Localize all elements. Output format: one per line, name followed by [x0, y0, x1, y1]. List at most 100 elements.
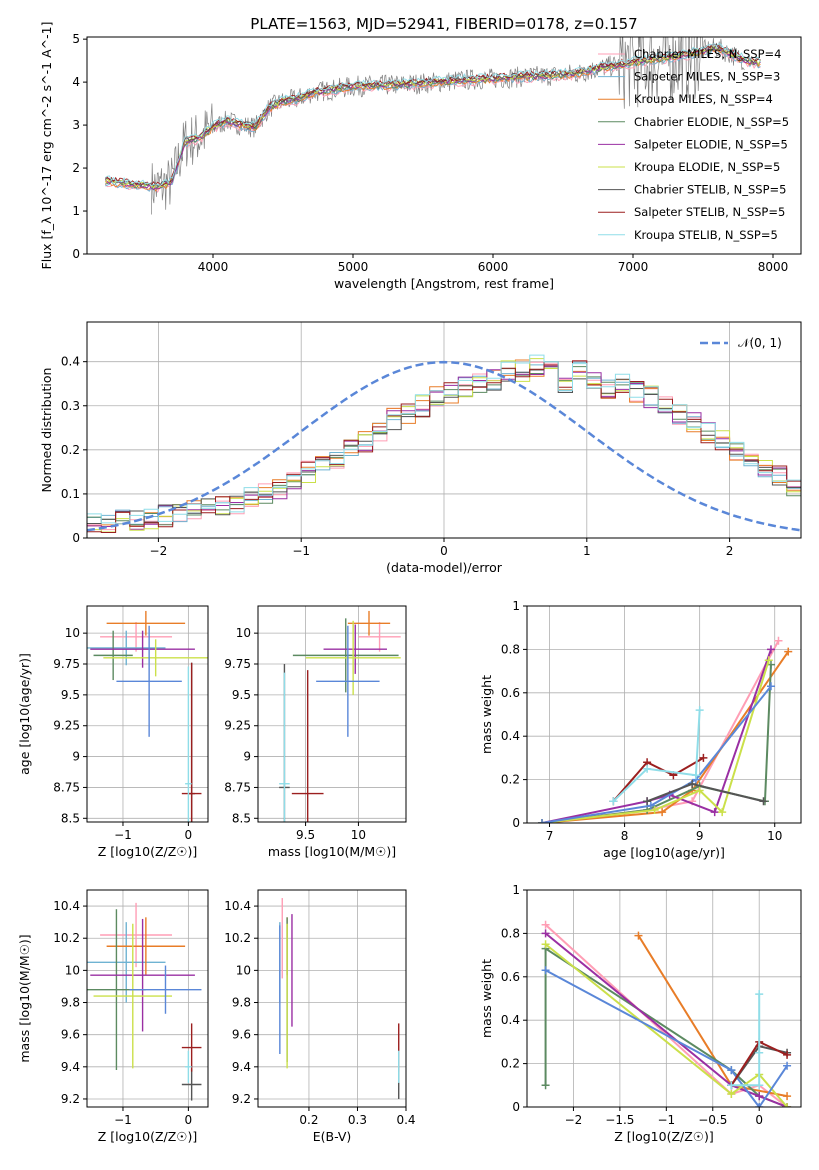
plot-area-weight_vs_age — [538, 636, 793, 823]
x-tick-label: −1 — [114, 1113, 132, 1127]
y-tick-label: 8.75 — [53, 780, 80, 794]
y-axis-label: age [log10(age/yr)] — [17, 653, 32, 775]
x-axis-label: wavelength [Angstrom, rest frame] — [334, 276, 554, 291]
y-tick-label: 10.4 — [53, 899, 80, 913]
series-marker — [783, 1092, 792, 1101]
legend-label: Salpeter ELODIE, N_SSP=5 — [634, 137, 788, 151]
y-tick-label: 0.6 — [501, 686, 520, 700]
errorbar-point — [93, 923, 173, 1069]
y-tick-label: 2 — [72, 161, 80, 175]
residual-histogram — [87, 361, 801, 524]
y-tick-label: 0.2 — [501, 1057, 520, 1071]
y-tick-label: 1 — [72, 204, 80, 218]
x-tick-label: 10 — [767, 829, 782, 843]
panel-mass_vs_Z: −1 0 9.2 9.4 9.6 9.8 10 10.2 10.4 Z [log10(Z/Z☉)]… — [17, 889, 209, 1144]
errorbar-point — [90, 918, 195, 1032]
y-tick-label: 9.5 — [232, 688, 251, 702]
errorbar-point — [90, 630, 195, 668]
errorbar-point — [292, 618, 399, 693]
y-tick-label: 9 — [72, 750, 80, 764]
series-marker — [609, 797, 618, 806]
x-axis-label: (data-model)/error — [386, 560, 503, 575]
y-tick-label: 10 — [65, 963, 80, 977]
legend-label: Chabrier ELODIE, N_SSP=5 — [634, 115, 789, 129]
errorbar-point — [291, 670, 324, 822]
y-tick-label: 10 — [236, 626, 251, 640]
x-tick-label: 7000 — [618, 260, 649, 274]
axes-frame — [86, 605, 209, 823]
errorbar-point — [347, 610, 391, 636]
series-marker — [755, 1048, 764, 1057]
model-spectrum — [104, 48, 761, 192]
x-tick-label: 10 — [351, 828, 366, 842]
x-axis-label: Z [log10(Z/Z☉)] — [98, 844, 198, 859]
series-marker — [755, 1103, 764, 1107]
series-marker — [650, 805, 659, 814]
y-tick-label: 8.5 — [61, 811, 80, 825]
y-axis-label: mass weight — [479, 959, 494, 1038]
errorbar-point — [323, 624, 387, 674]
series-marker — [538, 819, 547, 823]
series-marker — [755, 1081, 764, 1090]
x-axis-label: age [log10(age/yr)] — [603, 845, 725, 860]
x-axis-label: E(B-V) — [313, 1129, 352, 1144]
plot-area-age_vs_Z — [87, 610, 208, 822]
residual-histogram — [87, 354, 801, 525]
x-tick-label: 8000 — [758, 260, 789, 274]
plot-area-mass_vs_Z — [87, 902, 202, 1101]
plot-area-age_vs_mass — [279, 610, 401, 822]
series-marker — [541, 1081, 550, 1090]
series-marker — [695, 706, 704, 715]
panel-age_vs_mass: 9.5 10 8.5 8.75 9 9.25 9.5 9.75 10 mass [log10(M/… — [224, 605, 407, 859]
x-tick-label: 7 — [546, 829, 554, 843]
y-tick-label: 9.8 — [61, 996, 80, 1010]
y-tick-label: 9.4 — [232, 1060, 251, 1074]
y-tick-label: 3 — [72, 118, 80, 132]
series-line — [545, 969, 788, 1107]
y-tick-label: 0.1 — [61, 487, 80, 501]
x-tick-label: 1 — [583, 544, 591, 558]
plot-area-weight_vs_Z — [541, 920, 792, 1107]
errorbar-point — [279, 672, 290, 822]
series-marker — [727, 1081, 736, 1090]
axes-frame — [257, 605, 407, 823]
series-marker — [541, 966, 550, 975]
series-marker — [727, 1066, 736, 1075]
series-line — [731, 994, 761, 1087]
series-line — [612, 757, 704, 802]
y-tick-label: 9 — [243, 750, 251, 764]
errorbar-point — [185, 1050, 192, 1083]
legend-label: Chabrier STELIB, N_SSP=5 — [634, 183, 786, 197]
y-tick-label: 9.6 — [61, 1028, 80, 1042]
residual-legend: 𝒩(0, 1) — [700, 336, 782, 350]
series-marker — [688, 779, 697, 788]
legend-label: Kroupa ELODIE, N_SSP=5 — [634, 160, 780, 174]
y-tick-label: 0.3 — [61, 399, 80, 413]
errorbar-point — [116, 625, 182, 737]
y-tick-label: 9.25 — [224, 719, 251, 733]
plot-area-mass_vs_ebv — [279, 898, 400, 1099]
y-tick-label: 1 — [512, 599, 520, 613]
series-marker — [541, 929, 550, 938]
y-tick-label: 1 — [512, 883, 520, 897]
errorbar-point — [305, 620, 401, 695]
y-tick-label: 9.4 — [61, 1060, 80, 1074]
series-line — [612, 710, 701, 803]
series-marker — [643, 764, 652, 773]
series-marker — [727, 1089, 736, 1098]
axes-frame — [257, 889, 407, 1108]
normal-curve — [87, 360, 801, 532]
x-tick-label: −1 — [657, 1113, 675, 1127]
x-tick-label: 0.4 — [396, 1113, 415, 1127]
legend-label: Chabrier MILES, N_SSP=4 — [634, 47, 781, 61]
x-tick-label: 0.3 — [348, 1113, 367, 1127]
errorbar-point — [181, 662, 202, 822]
y-axis-label: Flux [f_λ 10^-17 erg cm^-2 s^-1 A^-1] — [39, 22, 54, 270]
series-marker — [710, 808, 719, 817]
x-tick-label: −2 — [150, 544, 168, 558]
x-tick-label: 9.5 — [296, 828, 315, 842]
x-axis-label: Z [log10(Z/Z☉)] — [614, 1129, 714, 1144]
series-marker — [755, 1092, 764, 1101]
series-marker — [783, 1103, 792, 1107]
